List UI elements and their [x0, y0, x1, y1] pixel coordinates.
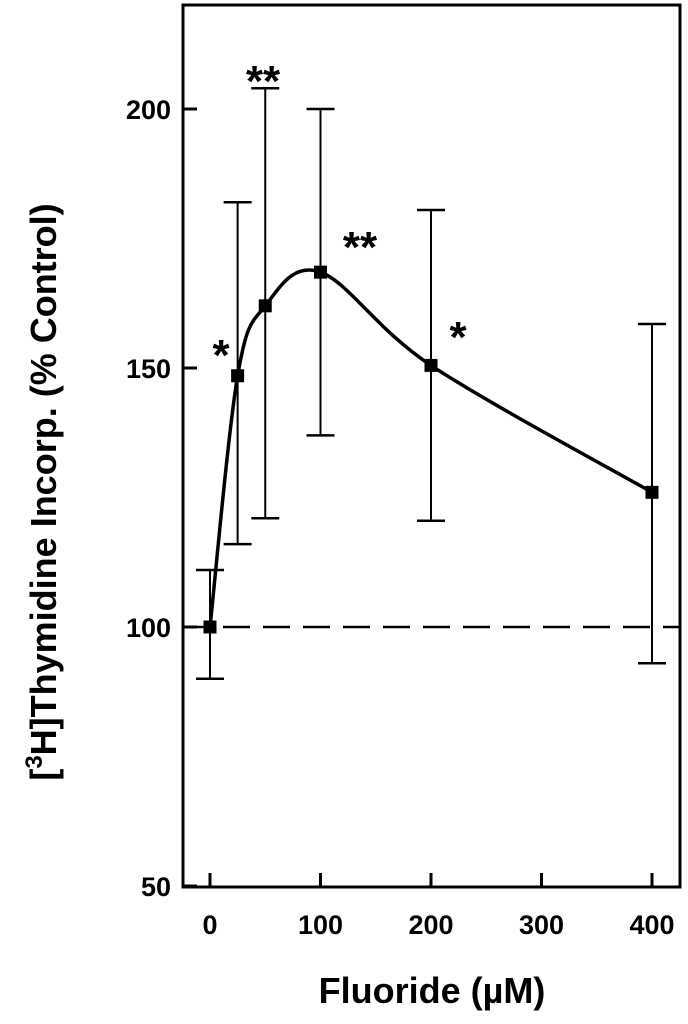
- data-point: [258, 299, 272, 313]
- y-axis-label-bracket: [: [23, 769, 64, 781]
- x-tick-label: 200: [408, 910, 453, 940]
- significance-marker: **: [246, 57, 281, 106]
- plot-area: ******: [183, 57, 680, 681]
- data-point: [645, 485, 659, 499]
- x-tick-label: 100: [298, 910, 343, 940]
- series-line: [208, 268, 653, 628]
- y-axis-label-superscript: 3: [21, 755, 48, 768]
- y-axis-label: [3H]Thymidine Incorp. (% Control): [21, 203, 64, 780]
- y-tick-label: 200: [126, 95, 171, 125]
- x-tick-label: 400: [629, 910, 674, 940]
- data-point: [203, 620, 217, 634]
- data-point: [424, 358, 438, 372]
- significance-marker: *: [449, 313, 467, 362]
- x-tick-label: 300: [519, 910, 564, 940]
- significance-marker: **: [343, 223, 378, 272]
- data-point: [231, 369, 245, 383]
- significance-marker: *: [212, 331, 230, 380]
- x-tick-label: 0: [202, 910, 217, 940]
- y-axis-label-text: H]Thymidine Incorp. (% Control): [23, 203, 64, 755]
- y-tick-label: 100: [126, 613, 171, 643]
- y-tick-label: 50: [141, 872, 171, 902]
- y-tick-label: 150: [126, 354, 171, 384]
- data-point: [314, 265, 327, 279]
- axes: 50 100 150 200 0 100 200 300 400: [126, 3, 682, 940]
- x-axis-label: Fluoride (µM): [319, 970, 546, 1011]
